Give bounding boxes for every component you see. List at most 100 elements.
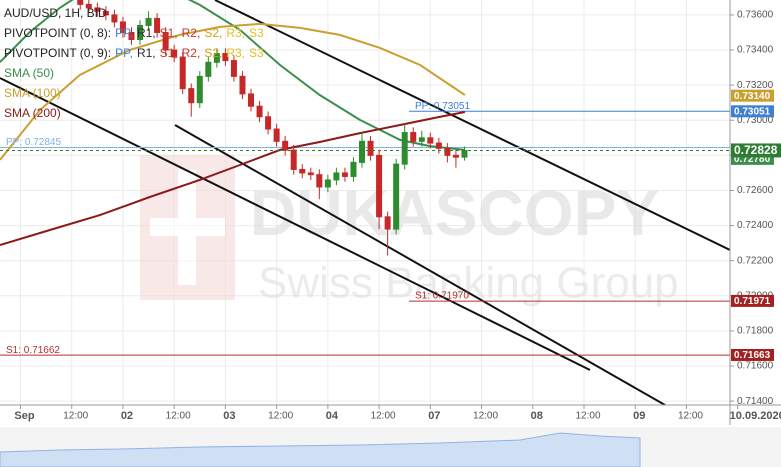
sma-line (0, 0, 466, 151)
pivot-legend-name: PIVOTPOINT (0, 9): (4, 46, 111, 60)
pivot-legend-part: PP, (115, 46, 133, 60)
candle-body (137, 24, 144, 40)
price-tag-label: 0.72828 (734, 143, 778, 157)
candle-body (333, 172, 340, 181)
candle-body (230, 60, 237, 77)
pivot-legend-part: PP, (115, 26, 133, 40)
candle-body (444, 147, 451, 156)
y-tick-label: 0.72600 (737, 185, 774, 196)
candle-body (418, 137, 425, 142)
y-tick-label: 0.73600 (737, 10, 774, 21)
pivot-legend-part: S3 (249, 26, 264, 40)
price-tag (731, 294, 774, 307)
pivot-level-label: PP: 0.73051 (415, 101, 470, 112)
x-tick-label: 12:00 (678, 411, 703, 422)
candle-body (222, 53, 229, 62)
candle-body (410, 132, 417, 142)
candle-body (196, 75, 203, 104)
candle-body (341, 172, 348, 177)
x-tick-label: 12:00 (63, 411, 88, 422)
candle-body (401, 132, 408, 165)
candle-body (427, 137, 434, 144)
pivot-legend: PIVOTPOINT (0, 9): PP, R1, S1, R2, S2, R3, S3 (4, 46, 264, 60)
candle-body (359, 140, 366, 163)
legend-entry: SMA (200) (4, 106, 61, 120)
x-tick-label: 12:00 (473, 411, 498, 422)
grid (0, 0, 730, 405)
pivot-legend-part: R1, (137, 46, 156, 60)
price-tag (731, 89, 774, 102)
candle-body (239, 75, 246, 95)
pivot-legend-part: S3 (249, 46, 264, 60)
candle-body (282, 140, 289, 151)
candle-body (452, 154, 459, 158)
candle-body (299, 168, 306, 174)
candle-body (213, 53, 220, 63)
pivot-legend-part: R1, (137, 26, 156, 40)
candle-body (85, 3, 92, 9)
candle-body (435, 142, 442, 149)
candle-body (154, 17, 161, 33)
legend-entry: SMA (50) (4, 66, 54, 80)
candle-body (273, 128, 280, 142)
y-tick-label: 0.73200 (737, 80, 774, 91)
navigator (0, 427, 781, 467)
price-tag-label: 0.71663 (734, 350, 771, 361)
navigator-area (0, 432, 641, 467)
x-tick-label: 12:00 (575, 411, 600, 422)
overlay: 0.736000.734000.732000.730000.728000.726… (4, 6, 781, 422)
y-tick-label: 0.72400 (737, 220, 774, 231)
x-tick-label: 04 (326, 410, 339, 422)
candle-body (367, 140, 374, 156)
pivot-legend-part: S1, (160, 46, 178, 60)
channel-line (174, 124, 666, 405)
legend-entry: SMA (100) (4, 86, 61, 100)
watermark: DUKASCOPY Swiss Banking Group (140, 155, 679, 308)
sma-line (0, 22, 466, 161)
watermark-subtitle: Swiss Banking Group (258, 259, 679, 308)
price-tag-label: 0.73140 (734, 91, 771, 102)
price-tag-label: 0.72780 (734, 154, 771, 165)
pivot-legend-part: R2, (182, 46, 201, 60)
candle-body (94, 7, 101, 12)
plot (0, 0, 730, 405)
candle-body (461, 149, 468, 158)
candle-body (316, 174, 323, 188)
pivot-legend: PIVOTPOINT (0, 8): PP, R1, S1, R2, S2, R3, S3 (4, 26, 264, 40)
x-tick-label: Sep (14, 410, 34, 422)
x-tick-label: 03 (223, 410, 235, 422)
candle-body (376, 154, 383, 218)
candle-body (179, 56, 186, 90)
pivot-legend-part: S1, (160, 26, 178, 40)
candle-body (162, 31, 169, 51)
y-tick-label: 0.73000 (737, 115, 774, 126)
y-tick-label: 0.71400 (737, 396, 774, 407)
candle-body (188, 88, 195, 104)
x-tick-label: 12:00 (371, 411, 396, 422)
x-tick-label: 08 (531, 410, 543, 422)
watermark-cross (150, 218, 225, 236)
pivot-legend-part: R3, (226, 26, 245, 40)
pivot-level-label: S1: 0.71970 (415, 291, 469, 302)
candle-body (265, 116, 272, 130)
candle-body (102, 10, 109, 16)
candle-body (256, 105, 263, 118)
candle-body (248, 93, 255, 107)
pivot-level-label: S1: 0.71662 (6, 345, 60, 356)
watermark-title: DUKASCOPY (250, 177, 659, 249)
candle-body (145, 17, 152, 26)
y-tick-label: 0.71800 (737, 326, 774, 337)
chart-title: AUD/USD, 1H, BID (4, 6, 107, 20)
y-tick-label: 0.71600 (737, 361, 774, 372)
x-tick-label: 10.09.2020 (730, 410, 781, 422)
candle-body (119, 21, 126, 33)
candle-body (324, 179, 331, 188)
price-tag (731, 105, 774, 118)
candle-body (111, 14, 118, 23)
x-tick-label: 07 (428, 410, 440, 422)
price-tag-label: 0.71971 (734, 296, 771, 307)
candle-body (77, 0, 84, 5)
pivot-legend-name: PIVOTPOINT (0, 8): (4, 26, 111, 40)
